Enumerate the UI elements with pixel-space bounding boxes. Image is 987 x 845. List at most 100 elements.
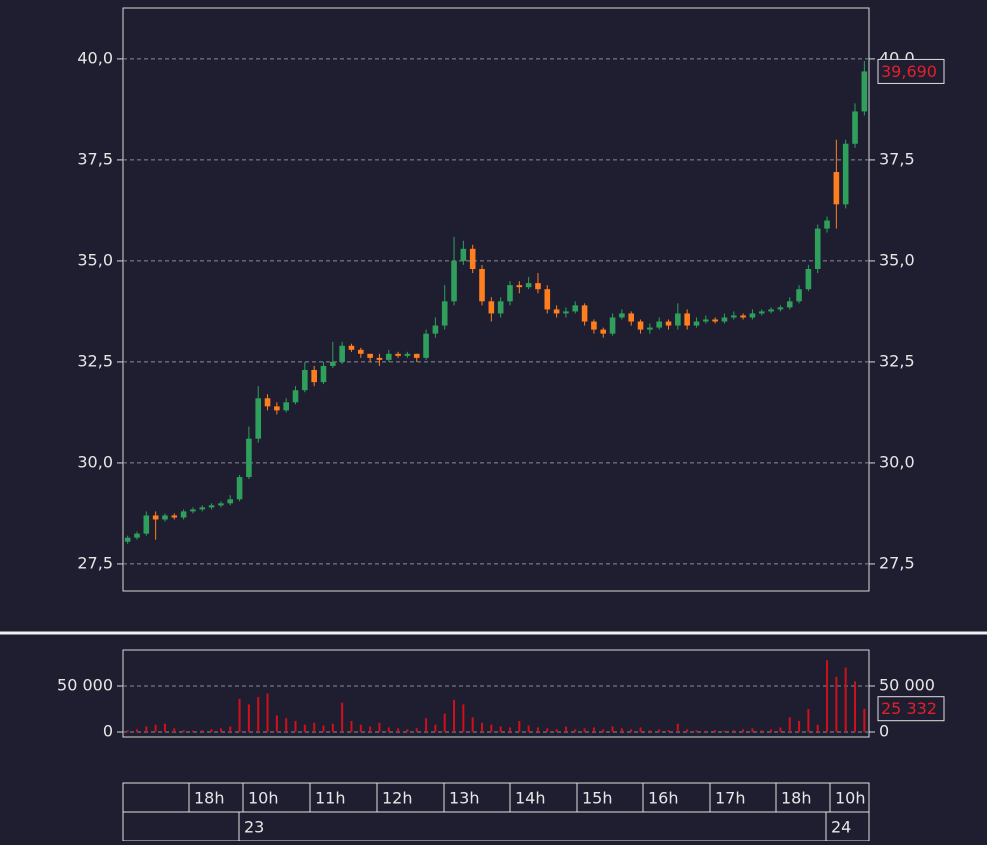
volume-bar <box>341 702 344 732</box>
volume-bar <box>574 729 577 732</box>
volume-bar <box>350 720 353 732</box>
candle-body <box>516 285 523 288</box>
hour-label: 18h <box>194 789 225 808</box>
candle-body <box>777 307 784 310</box>
candle-body <box>255 398 262 439</box>
candle-body <box>758 311 765 314</box>
volume-bar <box>322 725 325 732</box>
y-tick-label: 35,0 <box>77 250 113 269</box>
candle-body <box>413 353 420 358</box>
volume-bar <box>686 729 689 732</box>
candle-body <box>320 365 327 383</box>
volume-bar <box>191 730 194 732</box>
volume-bar <box>592 727 595 732</box>
volume-bar <box>415 728 418 732</box>
time-axis <box>122 782 870 842</box>
y-tick-label-right: 35,0 <box>879 250 915 269</box>
volume-bar <box>154 724 157 732</box>
candle-body <box>124 537 131 542</box>
volume-bar <box>499 726 502 732</box>
candle-body <box>656 321 662 328</box>
volume-bar <box>163 723 166 732</box>
candle-body <box>572 305 579 312</box>
volume-bar <box>826 660 829 732</box>
candle-body <box>385 353 392 360</box>
volume-bar <box>247 704 250 732</box>
volume-bar <box>676 723 679 732</box>
candle-body <box>404 353 411 356</box>
volume-bar <box>126 730 129 732</box>
y-tick-label-right: 50 000 <box>879 675 935 694</box>
candle-body <box>339 345 345 362</box>
candle-body <box>432 325 439 334</box>
candle-body <box>852 111 858 144</box>
volume-bar <box>462 704 465 732</box>
volume-bar <box>854 681 857 732</box>
candle-body <box>796 289 802 302</box>
volume-bar <box>182 730 185 732</box>
candle-body <box>703 319 709 322</box>
volume-bar <box>285 718 288 732</box>
candle-body <box>535 283 541 290</box>
volume-bar <box>303 724 306 732</box>
y-tick-label: 32,5 <box>77 351 113 370</box>
volume-bar <box>369 726 372 732</box>
volume-bar <box>397 728 400 732</box>
volume-bar <box>378 722 381 732</box>
candle-body <box>581 305 588 322</box>
candle-body <box>348 345 355 350</box>
candle-body <box>730 315 737 318</box>
hour-label: 10h <box>835 789 866 808</box>
volume-bar <box>723 730 726 732</box>
candle-body <box>814 228 821 269</box>
candle-body <box>563 311 569 314</box>
candle-body <box>479 268 485 302</box>
volume-bar <box>704 730 707 732</box>
volume-bar <box>481 722 484 732</box>
candle-body <box>283 402 289 411</box>
volume-bar <box>611 726 614 732</box>
hour-label: 17h <box>715 789 746 808</box>
volume-bar <box>201 730 204 732</box>
candle-body <box>162 515 168 520</box>
volume-bar <box>518 720 521 732</box>
candle-body <box>488 301 495 314</box>
volume-bar <box>387 727 390 732</box>
hour-label: 12h <box>382 789 413 808</box>
volume-bar <box>863 708 866 732</box>
candle-body <box>367 353 373 358</box>
volume-bar <box>546 728 549 732</box>
y-tick-label-right: 37,5 <box>879 149 915 168</box>
candle-body <box>134 533 140 538</box>
y-tick-label: 40,0 <box>77 48 113 67</box>
price-frame <box>122 7 870 592</box>
volume-bar <box>331 723 334 732</box>
candle-body <box>693 321 700 326</box>
candle-body <box>665 321 672 326</box>
candle-body <box>647 327 653 330</box>
candle-body <box>749 313 756 318</box>
candle-body <box>507 285 513 302</box>
candle-body <box>311 370 317 383</box>
volume-bar <box>135 729 138 732</box>
candle-body <box>497 301 504 314</box>
day-label: 24 <box>831 818 851 837</box>
volume-bar <box>844 667 847 732</box>
volume-bar <box>714 730 717 732</box>
volume-bar <box>425 718 428 732</box>
hour-label: 11h <box>315 789 346 808</box>
candle-body <box>525 283 532 288</box>
volume-frame <box>122 649 870 738</box>
candle-body <box>619 313 625 318</box>
volume-bar <box>760 730 763 732</box>
volume-bar <box>490 724 493 732</box>
candle-body <box>292 390 299 403</box>
volume-bar <box>583 728 586 732</box>
candle-body <box>171 515 178 518</box>
candle-body <box>684 313 690 326</box>
candle-body <box>441 301 448 326</box>
candle-body <box>199 507 206 510</box>
volume-bar <box>294 720 297 732</box>
candle-body <box>833 172 840 205</box>
